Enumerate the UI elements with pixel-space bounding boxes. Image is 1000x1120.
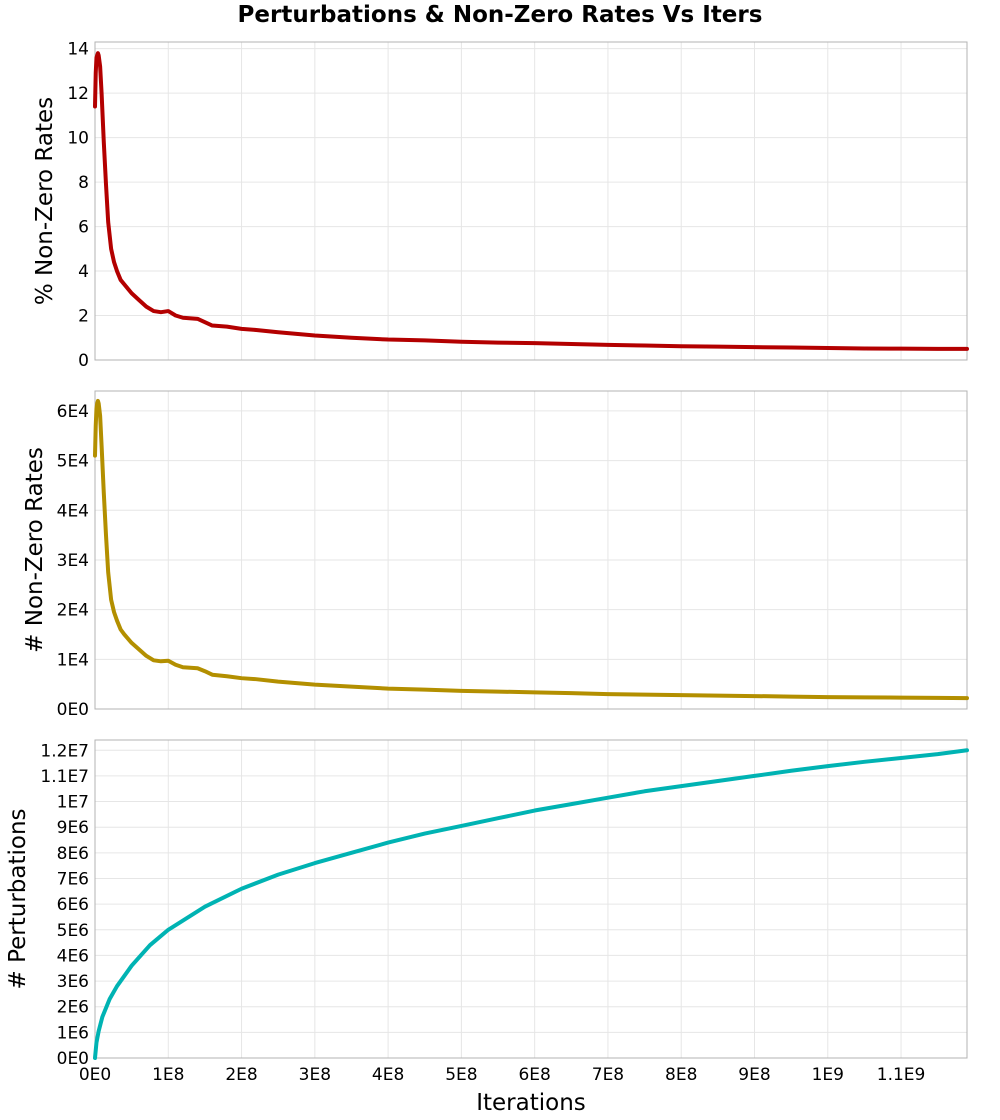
x-tick-label: 9E8 (738, 1065, 770, 1085)
y-tick-label: 3E6 (57, 972, 89, 992)
y-tick-label: 12 (67, 84, 89, 104)
y-tick-label: 4E6 (57, 946, 89, 966)
y-tick-label: 1E7 (57, 793, 89, 813)
x-tick-label: 4E8 (372, 1065, 404, 1085)
y-tick-label: 2 (78, 307, 89, 327)
x-tick-label: 3E8 (299, 1065, 331, 1085)
y-tick-label: 6E6 (57, 895, 89, 915)
y-tick-label: 1E4 (57, 650, 89, 670)
y-tick-label: 6 (78, 218, 89, 238)
plot-frame (94, 739, 968, 1059)
y-tick-label: 1E6 (57, 1023, 89, 1043)
y-tick-label: 0E0 (57, 1049, 89, 1069)
x-tick-label: 1.1E9 (877, 1065, 926, 1085)
series-line-pct (93, 51, 969, 351)
y-tick-label: 4E4 (57, 501, 89, 521)
x-tick-label: 0E0 (79, 1065, 111, 1085)
x-tick-label: 6E8 (518, 1065, 550, 1085)
y-tick-label: 3E4 (57, 551, 89, 571)
y-tick-label: 5E6 (57, 921, 89, 941)
series-line-count (93, 398, 969, 701)
x-tick-label: 1E8 (152, 1065, 184, 1085)
y-tick-label: 4 (78, 262, 89, 282)
panel-perturbations: 0E0 1E6 2E6 3E6 4E6 5E6 6E6 7E6 8E6 9E6 1E7 1.1E7 1.… (5, 739, 969, 1116)
x-tick-label: 2E8 (225, 1065, 257, 1085)
y-tick-label: 2E4 (57, 601, 89, 621)
plot-frame (94, 41, 968, 361)
y-tick-label: 6E4 (57, 402, 89, 422)
y-axis-label: % Non-Zero Rates (32, 97, 58, 305)
y-tick-label: 0E0 (57, 700, 89, 720)
x-axis-label: Iterations (476, 1090, 586, 1116)
y-tick-label: 9E6 (57, 818, 89, 838)
y-tick-label: 1.1E7 (40, 767, 89, 787)
y-tick-label: 7E6 (57, 869, 89, 889)
y-tick-label: 14 (67, 40, 89, 60)
plot-frame (94, 390, 968, 710)
y-tick-label: 10 (67, 129, 89, 149)
y-tick-label: 5E4 (57, 452, 89, 472)
x-tick-label: 5E8 (445, 1065, 477, 1085)
y-tick-label: 8 (78, 173, 89, 193)
panel-pct-nonzero-rates: 0 2 4 6 8 10 12 14 % Non-Zero Rates (32, 40, 969, 371)
y-axis-label: # Perturbations (5, 808, 31, 989)
series-line-pert (93, 748, 969, 1060)
panel-count-nonzero-rates: 0E0 1E4 2E4 3E4 4E4 5E4 6E4 # Non-Zero Rates (22, 390, 969, 720)
x-tick-label: 8E8 (665, 1065, 697, 1085)
y-tick-label: 0 (78, 351, 89, 371)
x-tick-label: 1E9 (812, 1065, 844, 1085)
y-tick-label: 1.2E7 (40, 741, 89, 761)
x-tick-label: 7E8 (592, 1065, 624, 1085)
chart-title: Perturbations & Non-Zero Rates Vs Iters (238, 2, 763, 28)
y-axis-label: # Non-Zero Rates (22, 447, 48, 653)
y-tick-label: 8E6 (57, 844, 89, 864)
y-tick-label: 2E6 (57, 998, 89, 1018)
